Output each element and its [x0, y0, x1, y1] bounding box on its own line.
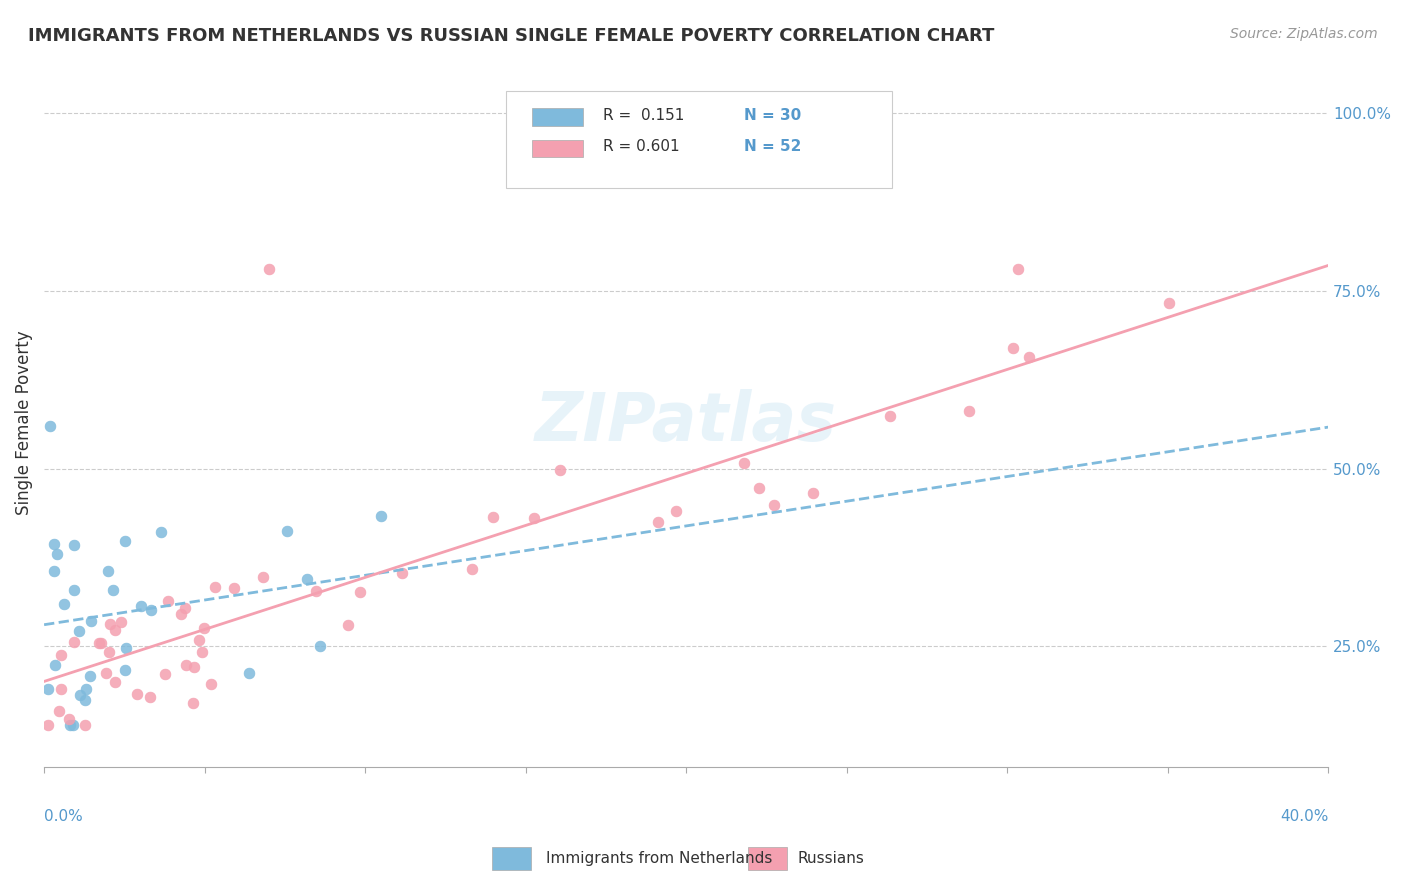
- Point: [748, 481, 770, 495]
- Point: [336, 618, 359, 632]
- Point: [200, 677, 222, 691]
- Point: [114, 534, 136, 549]
- Point: [157, 594, 180, 608]
- Text: R = 0.601: R = 0.601: [603, 139, 679, 154]
- Point: [141, 603, 163, 617]
- Point: [647, 515, 669, 529]
- Point: [97, 644, 120, 658]
- Point: [1001, 341, 1024, 355]
- Text: R =  0.151: R = 0.151: [603, 108, 685, 123]
- FancyBboxPatch shape: [531, 109, 583, 126]
- Point: [957, 404, 980, 418]
- FancyBboxPatch shape: [506, 91, 891, 188]
- Point: [89, 636, 111, 650]
- Text: Source: ZipAtlas.com: Source: ZipAtlas.com: [1230, 27, 1378, 41]
- Text: Immigrants from Netherlands: Immigrants from Netherlands: [546, 851, 773, 866]
- Point: [79, 669, 101, 683]
- Point: [110, 615, 132, 629]
- Point: [80, 614, 103, 628]
- Point: [461, 562, 484, 576]
- Point: [733, 456, 755, 470]
- Point: [125, 687, 148, 701]
- Point: [101, 582, 124, 597]
- Point: [37, 682, 59, 697]
- Point: [1007, 262, 1029, 277]
- Point: [73, 717, 96, 731]
- Bar: [492, 847, 531, 870]
- Y-axis label: Single Female Poverty: Single Female Poverty: [15, 330, 32, 515]
- Point: [139, 690, 162, 704]
- Bar: [748, 847, 787, 870]
- Point: [63, 538, 86, 552]
- Point: [257, 262, 280, 277]
- Point: [370, 508, 392, 523]
- Point: [98, 616, 121, 631]
- Point: [97, 564, 120, 578]
- Point: [44, 657, 66, 672]
- Point: [174, 601, 197, 615]
- Point: [96, 666, 118, 681]
- Text: ZIPatlas: ZIPatlas: [536, 389, 837, 455]
- Point: [879, 409, 901, 423]
- Point: [170, 607, 193, 622]
- Point: [1018, 350, 1040, 364]
- Point: [67, 624, 90, 639]
- Point: [193, 621, 215, 635]
- Point: [224, 581, 246, 595]
- Point: [481, 510, 503, 524]
- Point: [150, 524, 173, 539]
- Point: [295, 572, 318, 586]
- Text: IMMIGRANTS FROM NETHERLANDS VS RUSSIAN SINGLE FEMALE POVERTY CORRELATION CHART: IMMIGRANTS FROM NETHERLANDS VS RUSSIAN S…: [28, 27, 994, 45]
- Point: [63, 583, 86, 598]
- Text: Russians: Russians: [797, 851, 865, 866]
- Point: [188, 633, 211, 648]
- Point: [238, 665, 260, 680]
- Point: [252, 570, 274, 584]
- Point: [391, 566, 413, 580]
- Point: [305, 583, 328, 598]
- Point: [104, 674, 127, 689]
- Point: [762, 498, 785, 512]
- Point: [104, 624, 127, 638]
- Point: [523, 511, 546, 525]
- Text: N = 52: N = 52: [744, 139, 801, 154]
- Point: [155, 667, 177, 681]
- Point: [801, 486, 824, 500]
- Point: [44, 564, 66, 578]
- Text: N = 30: N = 30: [744, 108, 801, 123]
- Point: [204, 580, 226, 594]
- Point: [62, 717, 84, 731]
- Point: [115, 641, 138, 656]
- Point: [58, 713, 80, 727]
- Point: [51, 682, 73, 697]
- Point: [183, 696, 205, 710]
- Point: [48, 704, 70, 718]
- Point: [51, 648, 73, 663]
- Point: [114, 663, 136, 677]
- Text: 0.0%: 0.0%: [44, 809, 83, 823]
- Point: [73, 693, 96, 707]
- Point: [87, 636, 110, 650]
- Point: [1157, 295, 1180, 310]
- Point: [75, 681, 97, 696]
- Point: [37, 717, 59, 731]
- Point: [183, 660, 205, 674]
- Text: 40.0%: 40.0%: [1279, 809, 1329, 823]
- Point: [191, 645, 214, 659]
- Point: [129, 599, 152, 614]
- Point: [53, 598, 76, 612]
- Point: [665, 504, 688, 518]
- Point: [276, 524, 298, 538]
- Point: [309, 640, 332, 654]
- Point: [69, 688, 91, 702]
- Point: [44, 537, 66, 551]
- Point: [349, 584, 371, 599]
- FancyBboxPatch shape: [531, 139, 583, 157]
- Point: [39, 418, 62, 433]
- Point: [548, 462, 571, 476]
- Point: [174, 657, 197, 672]
- Point: [45, 547, 67, 561]
- Point: [59, 717, 82, 731]
- Point: [63, 634, 86, 648]
